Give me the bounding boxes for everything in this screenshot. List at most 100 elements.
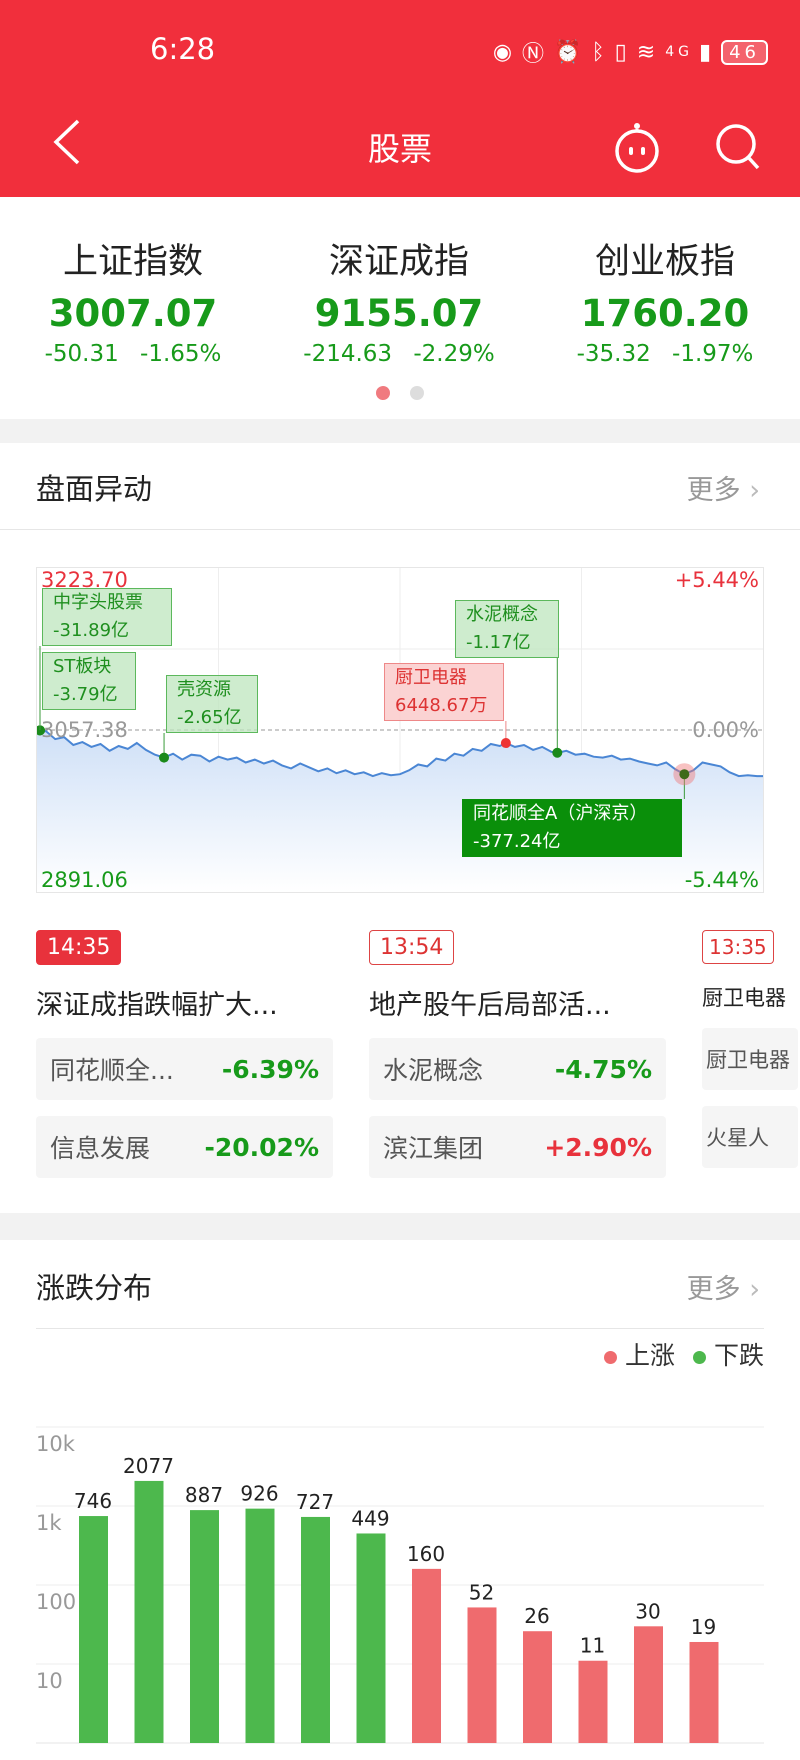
event-annotation[interactable]: ST板块 -3.79亿	[42, 652, 136, 710]
index-name: 创业板指	[594, 242, 735, 282]
index-change: -214.63 -2.29%	[303, 341, 495, 367]
stock-name: 水泥概念	[383, 1056, 484, 1085]
stock-pct: -20.02%	[204, 1132, 319, 1162]
stock-cell[interactable]: 信息发展 -20.02%	[36, 1116, 333, 1178]
index-value: 1760.20	[580, 292, 750, 335]
bar-label: 19	[691, 1615, 716, 1639]
bar	[634, 1626, 663, 1743]
prev-close-label: 3057.38	[41, 718, 128, 742]
event-headline: 厨卫电器	[702, 986, 786, 1010]
bluetooth-icon: ᛒ	[591, 39, 609, 65]
y-tick-label: 10	[36, 1669, 63, 1693]
stock-pct: -6.39%	[221, 1054, 319, 1084]
time-badge: 13:54	[369, 930, 455, 965]
y-tick-label: 100	[36, 1590, 76, 1614]
index-0[interactable]: 上证指数 3007.07 -50.31 -1.65%	[0, 197, 266, 419]
wifi-icon: ≋	[636, 39, 660, 65]
y-tick-label: 10k	[36, 1432, 76, 1456]
event-card[interactable]: 13:54 地产股午后局部活... 水泥概念 -4.75% 滨江集团 +2.90%	[369, 930, 666, 1178]
bar	[79, 1516, 108, 1743]
app-header: 6:28 ◉ Ⓝ ⏰ ᛒ ▯ ≋ 4G ▮ 46 股票	[0, 0, 800, 197]
pager-dot-active[interactable]	[376, 386, 390, 400]
event-annotation[interactable]: 中字头股票 -31.89亿	[42, 588, 172, 646]
signal-4g-icon: 4G	[665, 44, 693, 60]
stock-cell[interactable]: 水泥概念 -4.75%	[369, 1038, 666, 1100]
stock-cell[interactable]: 火星人	[702, 1106, 798, 1168]
bar	[467, 1607, 497, 1743]
stock-pct: +2.90%	[544, 1132, 652, 1162]
bar	[356, 1533, 386, 1743]
event-annotation[interactable]: 水泥概念 -1.17亿	[455, 600, 559, 658]
pager-dot[interactable]	[410, 386, 424, 400]
event-headline: 地产股午后局部活...	[369, 990, 611, 1021]
time-badge: 14:35	[36, 930, 122, 965]
bar	[412, 1568, 441, 1743]
chevron-right-icon: ›	[749, 475, 760, 506]
bar-label: 727	[296, 1490, 334, 1514]
section-gap	[0, 1213, 800, 1240]
stock-cell[interactable]: 滨江集团 +2.90%	[369, 1116, 666, 1178]
vibrate-icon: ▯	[614, 39, 631, 65]
index-name: 深证成指	[328, 242, 469, 282]
bar-label: 160	[407, 1542, 445, 1566]
battery-icon: 46	[721, 39, 768, 65]
status-time: 6:28	[150, 32, 216, 66]
bar	[190, 1510, 219, 1743]
index-value: 9155.07	[314, 292, 484, 335]
event-annotation[interactable]: 同花顺全A（沪深京） -377.24亿	[462, 799, 682, 857]
robot-icon[interactable]	[610, 120, 664, 174]
bar-label: 52	[469, 1580, 494, 1604]
event-marker	[500, 738, 511, 749]
event-marker	[159, 752, 170, 763]
bar-label: 746	[74, 1489, 112, 1513]
event-marker	[552, 747, 563, 758]
alarm-icon: ⏰	[554, 39, 586, 65]
bar	[578, 1660, 608, 1743]
stock-name: 火星人	[706, 1126, 769, 1150]
index-change: -35.32 -1.97%	[576, 341, 754, 367]
bar-label: 2077	[123, 1454, 174, 1478]
bar-label: 30	[635, 1599, 660, 1623]
more-link[interactable]: 更多 ›	[686, 1274, 760, 1305]
bar-label: 887	[185, 1483, 223, 1507]
bar	[245, 1508, 275, 1743]
bar-label: 11	[580, 1634, 605, 1658]
stock-name: 滨江集团	[383, 1134, 484, 1163]
search-icon[interactable]	[714, 122, 762, 172]
low-pct-label: -5.44%	[684, 868, 759, 892]
y-tick-label: 1k	[36, 1511, 62, 1535]
page-title: 股票	[367, 130, 432, 168]
event-card[interactable]: 13:35 厨卫电器 厨卫电器 火星人	[702, 930, 798, 1168]
divider	[36, 1328, 764, 1329]
event-card[interactable]: 14:35 深证成指跌幅扩大... 同花顺全... -6.39% 信息发展 -20.02%	[36, 930, 333, 1178]
section-title: 盘面异动	[36, 472, 153, 506]
chevron-left-icon[interactable]	[52, 118, 82, 166]
signal-icon: ▮	[698, 39, 716, 65]
event-marker	[679, 769, 690, 780]
event-marker	[37, 725, 45, 736]
index-change: -50.31 -1.65%	[44, 341, 222, 367]
bar-label: 926	[240, 1482, 278, 1506]
divider	[0, 529, 800, 530]
more-link[interactable]: 更多 ›	[686, 475, 760, 506]
bar-label: 449	[351, 1506, 389, 1530]
nfc-icon: Ⓝ	[522, 42, 549, 67]
intraday-chart[interactable]: 3223.70 3057.38 2891.06 +5.44% 0.00% -5.…	[36, 567, 764, 893]
stock-cell[interactable]: 厨卫电器	[702, 1028, 798, 1090]
bar	[523, 1631, 552, 1743]
event-annotation[interactable]: 厨卫电器 6448.67万	[384, 663, 504, 721]
event-annotation[interactable]: 壳资源 -2.65亿	[166, 675, 258, 733]
chart-legend: 上涨 下跌	[604, 1336, 764, 1372]
index-2[interactable]: 创业板指 1760.20 -35.32 -1.97%	[532, 197, 798, 419]
bar-label: 26	[524, 1604, 549, 1628]
index-1[interactable]: 深证成指 9155.07 -214.63 -2.29%	[266, 197, 532, 419]
stock-name: 厨卫电器	[706, 1048, 790, 1072]
index-value: 3007.07	[48, 292, 218, 335]
section-title: 涨跌分布	[36, 1271, 153, 1305]
stock-cell[interactable]: 同花顺全... -6.39%	[36, 1038, 333, 1100]
stock-pct: -4.75%	[554, 1054, 652, 1084]
legend-down: 下跌	[693, 1336, 764, 1372]
status-icons: ◉ Ⓝ ⏰ ᛒ ▯ ≋ 4G ▮ 46	[493, 36, 768, 68]
zero-pct-label: 0.00%	[692, 718, 759, 742]
bar	[134, 1480, 164, 1743]
